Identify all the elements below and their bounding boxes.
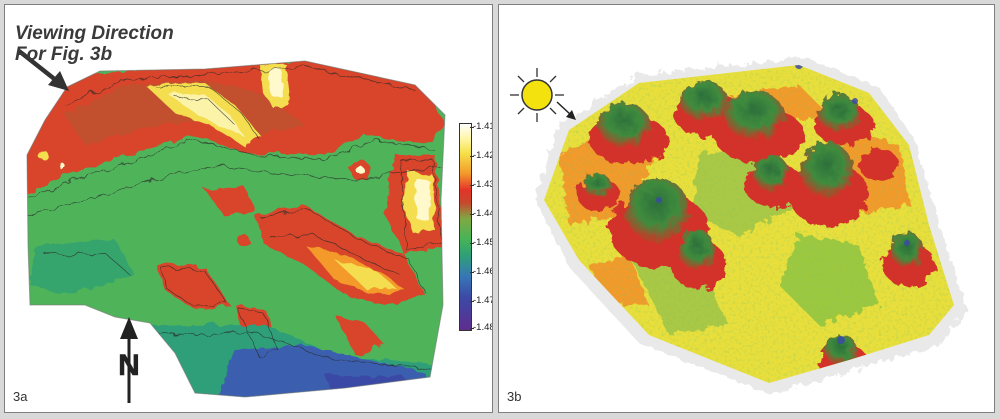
perspective-surface — [510, 57, 967, 395]
sun-icon — [510, 68, 564, 122]
north-letter: N — [118, 349, 140, 382]
panel-3b: 3b — [498, 4, 995, 413]
legend-tick: -1.45 — [470, 237, 493, 248]
legend-tick: -1.42 — [470, 150, 493, 161]
viewing-direction-arrow-icon — [17, 49, 69, 91]
light-direction-arrow-icon — [556, 101, 576, 120]
north-arrow-icon — [120, 317, 138, 403]
panel-3a: N Viewing Direction For Fig. 3b -1.41 -1… — [4, 4, 493, 413]
legend-tick: -1.46 — [470, 266, 493, 277]
legend-color-bar — [459, 123, 472, 331]
caption-line-2: For Fig. 3b — [15, 44, 113, 65]
legend-tick: -1.48 — [470, 322, 493, 333]
legend-tick: -1.44 — [470, 208, 493, 219]
viewing-direction-caption: Viewing Direction For Fig. 3b — [15, 23, 174, 65]
legend-tick: -1.41 — [470, 121, 493, 132]
caption-line-1: Viewing Direction — [15, 23, 174, 44]
contour-map: N — [17, 49, 446, 403]
elevation-legend: -1.41 -1.42 -1.43 -1.44 -1.45 -1.46 -1.4… — [459, 121, 493, 335]
panel-label-3a: 3a — [13, 389, 28, 404]
map-surface — [27, 61, 445, 397]
legend-tick: -1.47 — [470, 295, 493, 306]
panel-label-3b: 3b — [507, 389, 522, 404]
legend-tick: -1.43 — [470, 179, 493, 190]
terrain-peaks — [577, 81, 935, 383]
